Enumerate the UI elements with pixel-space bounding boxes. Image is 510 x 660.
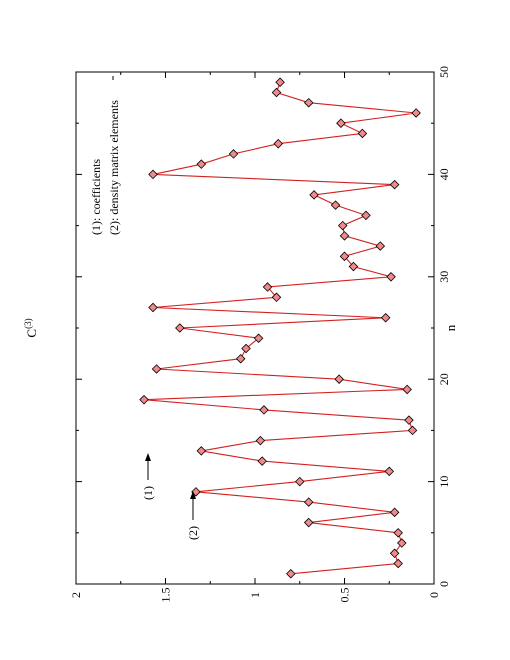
x-tick-label: 10 xyxy=(437,476,451,488)
data-point-marker xyxy=(286,568,296,579)
data-point-marker xyxy=(273,138,284,149)
x-tick-label: 0 xyxy=(437,581,451,587)
annotation-2-arrow-head xyxy=(190,491,196,499)
legend-entry-2: (2): density matrix elements xyxy=(107,100,121,235)
y-axis-label-superscript: (3) xyxy=(23,318,33,329)
data-point-marker xyxy=(255,435,266,446)
data-point-marker xyxy=(303,517,314,528)
data-point-marker xyxy=(380,312,391,323)
data-point-marker xyxy=(337,220,348,231)
data-point-marker xyxy=(393,528,403,538)
y-tick-label: 1 xyxy=(248,592,262,598)
data-point-marker xyxy=(393,558,403,569)
y-axis-label: C(3) xyxy=(23,318,39,337)
annotation-1-arrow-head xyxy=(145,453,151,461)
series-layer xyxy=(143,82,417,575)
data-point-marker xyxy=(253,333,264,344)
y-tick-label: 0 xyxy=(427,592,441,598)
y-tick-label: 1.5 xyxy=(159,588,173,603)
annotations: (1) (2) xyxy=(141,453,200,540)
x-axis-label: n xyxy=(443,324,458,331)
x-tick-label: 50 xyxy=(437,66,451,78)
data-point-marker xyxy=(175,323,185,333)
data-point-marker xyxy=(348,261,359,272)
data-point-marker xyxy=(259,405,269,415)
data-point-marker xyxy=(389,548,400,559)
data-point-marker xyxy=(361,210,371,221)
markers-layer xyxy=(139,77,421,579)
data-point-marker xyxy=(334,374,344,384)
data-point-marker xyxy=(271,292,282,303)
data-point-marker xyxy=(196,446,207,456)
data-point-marker xyxy=(330,200,341,210)
data-point-marker xyxy=(411,108,421,118)
data-point-marker xyxy=(241,343,251,354)
data-point-marker xyxy=(139,394,149,405)
y-axis-label-base: C xyxy=(24,329,39,338)
legend-entry-1: (1): coefficients xyxy=(89,159,103,235)
data-point-marker xyxy=(309,190,319,200)
data-point-marker xyxy=(151,364,162,374)
x-tick-label: 40 xyxy=(437,168,451,180)
data-point-marker xyxy=(228,149,239,159)
data-point-marker xyxy=(407,425,418,436)
data-point-marker xyxy=(375,241,386,251)
data-point-marker xyxy=(148,302,158,313)
data-point-marker xyxy=(148,169,158,180)
data-point-marker xyxy=(339,231,350,241)
data-point-marker xyxy=(257,456,267,466)
data-point-marker xyxy=(235,353,246,364)
x-tick-label: 20 xyxy=(437,373,451,385)
y-tick-label: 2 xyxy=(69,592,83,598)
data-point-marker xyxy=(339,251,350,262)
data-point-marker xyxy=(275,77,285,88)
series-line xyxy=(143,82,417,575)
annotation-2-label: (2) xyxy=(186,526,200,540)
data-point-marker xyxy=(384,466,395,477)
data-point-marker xyxy=(303,497,314,507)
data-point-marker xyxy=(294,476,305,487)
x-tick-label: 30 xyxy=(437,271,451,283)
data-point-marker xyxy=(262,282,273,292)
data-point-marker xyxy=(389,179,400,190)
data-point-marker xyxy=(196,159,207,169)
data-point-marker xyxy=(389,507,400,518)
data-point-marker xyxy=(336,118,346,128)
y-tick-label: 0.5 xyxy=(338,588,352,603)
data-point-marker xyxy=(386,272,396,282)
annotation-1-label: (1) xyxy=(141,486,155,500)
data-point-marker xyxy=(357,128,368,139)
data-point-marker xyxy=(271,87,282,98)
data-point-marker xyxy=(397,538,407,548)
data-point-marker xyxy=(402,384,412,395)
data-point-marker xyxy=(303,97,314,108)
ticks: 0 10 20 30 40 50 0 0.5 1 1.5 2 xyxy=(69,66,451,603)
data-point-marker xyxy=(404,415,414,425)
